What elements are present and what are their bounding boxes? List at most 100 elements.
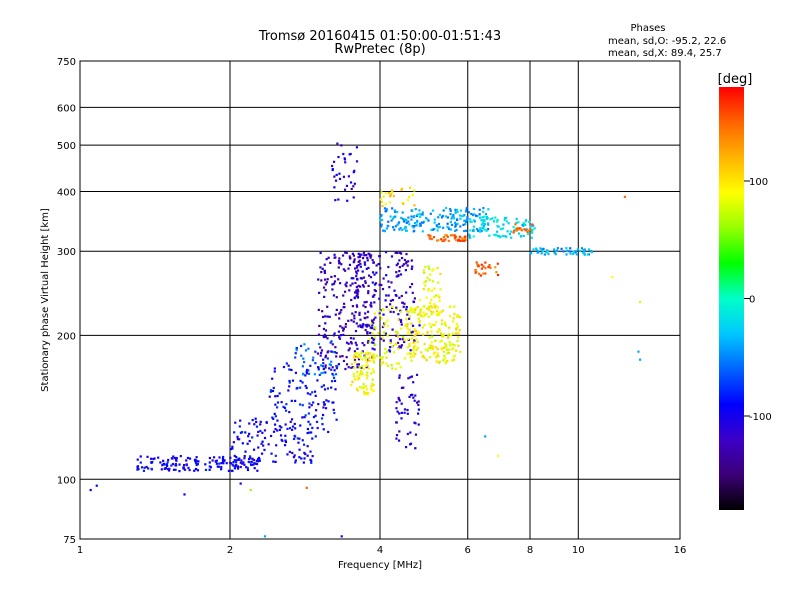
data-point [340, 144, 343, 147]
data-point [398, 374, 401, 377]
data-point [143, 466, 146, 469]
data-point [372, 383, 375, 387]
data-point [349, 181, 353, 184]
data-point [439, 340, 442, 343]
data-point [345, 251, 348, 255]
data-point [396, 335, 400, 338]
data-point [449, 228, 453, 231]
data-point [456, 239, 460, 242]
data-point [307, 420, 310, 423]
data-point [381, 204, 384, 208]
data-point [362, 251, 366, 254]
data-point [453, 312, 456, 316]
data-point [325, 258, 328, 261]
data-point [367, 290, 370, 293]
data-point [419, 222, 422, 225]
data-point [215, 462, 218, 465]
data-point [447, 333, 450, 336]
data-point [515, 221, 518, 224]
data-point [160, 468, 163, 471]
data-point [427, 233, 430, 237]
data-point [403, 227, 406, 230]
data-point [365, 377, 369, 380]
data-point [353, 260, 356, 263]
data-point [455, 332, 458, 335]
data-point [372, 338, 376, 341]
data-point [353, 169, 356, 172]
data-point [409, 442, 413, 445]
data-point [351, 305, 355, 308]
data-point [168, 467, 171, 471]
data-point [314, 350, 317, 353]
data-point [401, 228, 404, 231]
data-point [364, 328, 367, 332]
data-point [136, 458, 139, 461]
data-point [404, 323, 407, 327]
data-point [413, 334, 416, 338]
data-point [341, 326, 344, 329]
data-point [185, 459, 188, 462]
data-point [352, 185, 355, 188]
data-point [393, 209, 396, 212]
data-point [444, 360, 447, 363]
data-point [367, 352, 370, 355]
data-point [407, 377, 410, 380]
data-point [238, 425, 241, 428]
data-point [332, 294, 336, 297]
data-point [456, 313, 459, 317]
data-point [305, 486, 308, 489]
data-point [324, 283, 327, 286]
data-point [366, 323, 369, 326]
data-point [491, 217, 494, 220]
data-point [345, 356, 348, 359]
data-point [356, 293, 359, 296]
data-point [337, 363, 340, 366]
data-point [398, 412, 401, 415]
data-point [382, 313, 385, 316]
data-point [363, 390, 366, 394]
data-point [372, 321, 375, 324]
data-point [185, 463, 188, 466]
data-point [364, 280, 367, 283]
data-point [361, 341, 364, 345]
data-point [323, 295, 326, 298]
data-point [271, 377, 274, 380]
data-point [435, 360, 438, 363]
data-point [256, 469, 259, 472]
data-point [212, 456, 216, 459]
data-point [468, 235, 471, 238]
data-point [333, 411, 336, 415]
data-point [554, 253, 557, 256]
data-point [488, 264, 491, 267]
y-tick-label: 750 [57, 57, 76, 68]
data-point [321, 310, 324, 313]
data-point [353, 354, 356, 357]
data-point [481, 216, 484, 219]
data-point [440, 322, 444, 325]
data-point [455, 228, 458, 232]
data-point [366, 364, 369, 367]
data-point [159, 461, 162, 464]
data-point [455, 326, 459, 330]
data-point [293, 454, 296, 457]
data-point [487, 223, 490, 226]
data-point [401, 264, 404, 267]
data-point [432, 268, 435, 271]
data-point [460, 237, 463, 240]
data-point [354, 352, 357, 355]
data-point [380, 363, 383, 366]
data-point [331, 350, 334, 354]
data-point [355, 270, 358, 273]
data-point [385, 362, 388, 365]
data-point [291, 379, 295, 382]
data-point [397, 398, 401, 401]
data-point [473, 220, 476, 223]
data-point [319, 364, 323, 367]
data-point [450, 223, 454, 227]
data-point [449, 221, 452, 224]
phase-legend-o: mean, sd,O: -95.2, 22.6 [608, 36, 726, 47]
data-point [137, 468, 140, 471]
data-point [466, 217, 469, 220]
data-point [587, 248, 591, 251]
y-tick-label: 500 [57, 141, 76, 152]
